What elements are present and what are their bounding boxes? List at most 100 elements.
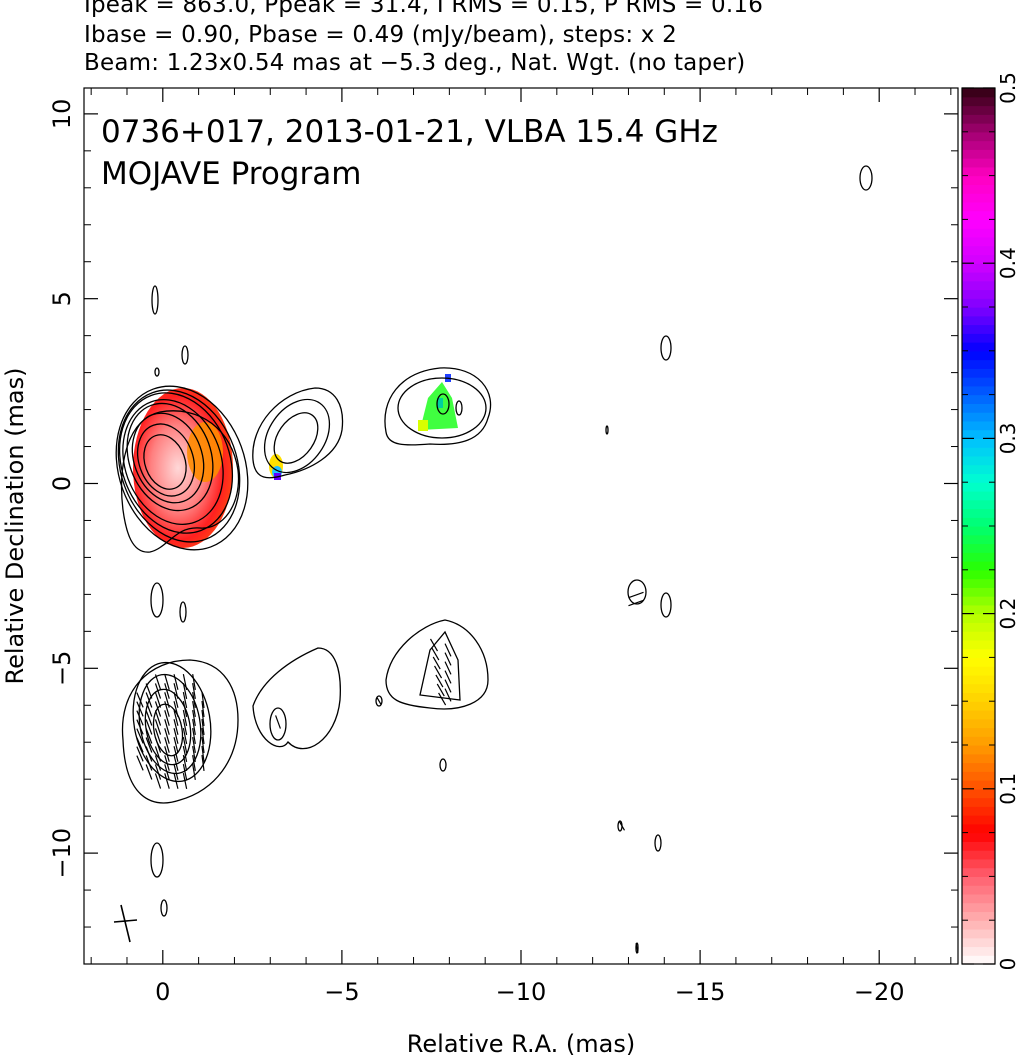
lower-knot2-inner-contour xyxy=(419,630,461,701)
evpa-vector xyxy=(201,727,205,745)
colorbar-segment xyxy=(962,175,995,185)
colorbar-segment xyxy=(962,534,995,545)
evpa-vector xyxy=(145,701,153,717)
evpa-vector xyxy=(154,746,162,762)
evpa-vector xyxy=(182,728,188,744)
colorbar-segment xyxy=(962,902,995,913)
evpa-vector xyxy=(635,942,639,954)
colorbar-segment xyxy=(962,201,995,212)
evpa-vector xyxy=(173,755,179,771)
evpa-vector xyxy=(192,692,196,708)
colorbar-segment xyxy=(962,683,995,694)
evpa-vector xyxy=(154,728,162,744)
evpa-vector xyxy=(136,692,144,708)
noise-contour xyxy=(179,601,187,623)
colorbar-segment xyxy=(962,333,995,343)
colorbar-segment xyxy=(962,850,995,860)
evpa-vector xyxy=(136,728,144,744)
evpa-vector xyxy=(444,679,452,693)
colorbar-segment xyxy=(962,604,995,615)
colorbar-tick-label: 0.3 xyxy=(996,422,1020,454)
noise-contour xyxy=(181,345,189,365)
evpa-vector xyxy=(201,754,205,772)
evpa-vector xyxy=(173,728,179,744)
colorbar-segment xyxy=(962,893,995,904)
colorbar-segment xyxy=(962,823,995,834)
evpa-vector xyxy=(136,746,144,762)
colorbar-segment xyxy=(962,526,995,536)
colorbar-segment xyxy=(962,473,995,483)
colorbar-segment xyxy=(962,508,995,518)
evpa-vector xyxy=(164,737,170,753)
evpa-vector xyxy=(145,764,153,780)
noise-contour xyxy=(151,285,159,315)
colorbar-segment xyxy=(962,359,995,369)
core-contour xyxy=(143,434,187,490)
colorbar-segment xyxy=(962,946,995,956)
colorbar-segment xyxy=(962,412,995,422)
colorbar-segment xyxy=(962,928,995,939)
colorbar-segment xyxy=(962,438,995,448)
knot2-polarization-yellow xyxy=(418,420,428,431)
evpa-vector xyxy=(145,728,153,744)
lower-core-inner-contour xyxy=(152,703,184,757)
evpa-vector xyxy=(192,764,196,780)
colorbar-segment xyxy=(962,692,995,702)
colorbar-segment xyxy=(962,377,995,387)
colorbar-segment xyxy=(962,271,995,282)
colorbar xyxy=(962,88,995,965)
evpa-vector xyxy=(192,701,196,717)
evpa-vector xyxy=(154,674,162,690)
evpa-vector xyxy=(182,701,188,717)
colorbar-segment xyxy=(962,280,995,291)
lower-knot1-contour xyxy=(252,647,341,750)
evpa-vector xyxy=(628,599,644,607)
colorbar-segment xyxy=(962,674,995,685)
evpa-vector xyxy=(136,737,144,753)
evpa-vector xyxy=(136,755,144,771)
evpa-vector xyxy=(192,737,196,753)
colorbar-segment xyxy=(962,88,995,98)
colorbar-tick-label: 0.4 xyxy=(996,247,1020,279)
noise-contour xyxy=(859,165,873,191)
colorbar-segment xyxy=(962,797,995,807)
y-tick-label: −10 xyxy=(48,828,76,879)
y-tick-label: 10 xyxy=(48,99,76,130)
colorbar-tick-label: 0.2 xyxy=(996,598,1020,630)
evpa-vector xyxy=(164,755,170,771)
x-tick-label: −20 xyxy=(854,978,905,1006)
evpa-vector xyxy=(618,821,626,831)
evpa-vector xyxy=(173,746,179,762)
evpa-vector xyxy=(201,718,205,736)
colorbar-segment xyxy=(962,184,995,194)
evpa-vector xyxy=(182,746,188,762)
colorbar-segment xyxy=(962,123,995,133)
y-tick-label: 5 xyxy=(48,291,76,306)
x-tick-label: 0 xyxy=(155,978,170,1006)
colorbar-segment xyxy=(962,342,995,352)
evpa-vector xyxy=(145,719,153,735)
colorbar-segment xyxy=(962,482,995,492)
evpa-vector xyxy=(145,683,153,699)
colorbar-segment xyxy=(962,622,995,632)
noise-contour xyxy=(635,942,639,954)
colorbar-segment xyxy=(962,937,995,948)
evpa-vector xyxy=(444,688,452,702)
colorbar-segment xyxy=(962,718,995,729)
colorbar-ticks: 0 0.1 0.2 0.3 0.4 0.5 xyxy=(962,72,1020,970)
evpa-vector xyxy=(154,773,162,789)
colorbar-segment xyxy=(962,315,995,326)
evpa-vector xyxy=(136,701,144,717)
colorbar-segment xyxy=(962,263,995,273)
y-axis-label: Relative Declination (mas) xyxy=(1,367,29,684)
evpa-vector xyxy=(182,773,188,789)
colorbar-segment xyxy=(962,429,995,439)
evpa-vector xyxy=(444,670,452,684)
evpa-vector xyxy=(182,719,188,735)
beam-major-axis xyxy=(120,904,131,943)
colorbar-segment xyxy=(962,867,995,877)
colorbar-segment xyxy=(962,639,995,650)
evpa-vector xyxy=(154,692,162,708)
colorbar-segment xyxy=(962,596,995,606)
